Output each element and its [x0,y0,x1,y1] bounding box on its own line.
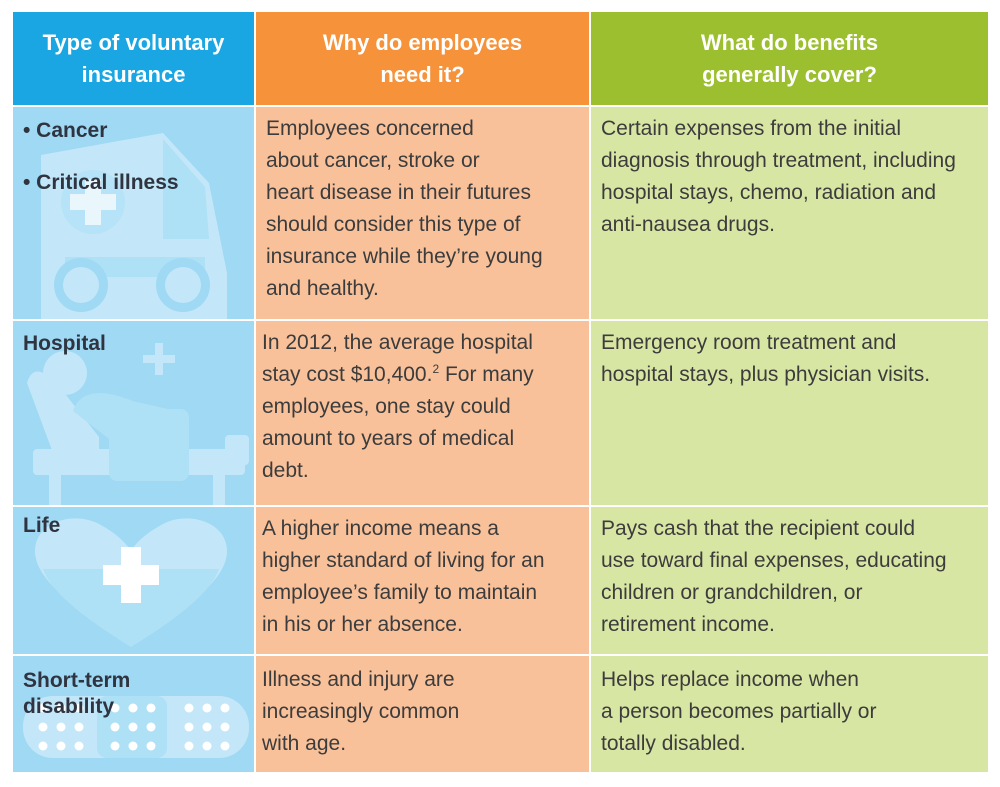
bandage-dot [202,722,212,732]
heart-cross-icon [35,518,227,647]
bandage-icon [23,696,249,758]
row-cancer-cover: Certain expenses from the initial diagno… [591,107,988,319]
header-type: Type of voluntary insurance [13,12,254,105]
header-cover: What do benefits generally cover? [591,12,988,105]
cover-text: Pays cash that the recipient could use t… [601,517,947,636]
row-life-cover: Pays cash that the recipient could use t… [591,507,988,654]
why-text: Employees concerned about cancer, stroke… [266,117,543,300]
cover-text: Certain expenses from the initial diagno… [601,117,956,236]
why-text-part-2: For many employees, one stay could amoun… [262,363,534,482]
insurance-table: Type of voluntary insurance Why do emplo… [13,12,988,772]
row-cancer-type: • Cancer • Critical illness [13,107,254,319]
row-hospital-cover: Emergency room treatment and hospital st… [591,321,988,505]
row-disability-cover: Helps replace income when a person becom… [591,656,988,772]
why-text: In 2012, the average hospital stay cost … [262,327,585,487]
row-disability-why: Illness and injury are increasingly comm… [256,656,589,772]
bandage-dot [56,703,66,713]
bandage-dot [74,703,84,713]
bandage-dot [110,741,120,751]
bandage-dot [38,722,48,732]
bandage-dot [38,703,48,713]
footnote-ref: 2 [432,362,440,376]
bandage-dot [146,722,156,732]
row-life-why: A higher income means a higher standard … [256,507,589,654]
bandage-dot [38,741,48,751]
bandage-dot [184,703,194,713]
bandage-dot [146,703,156,713]
ambulance-icon [41,133,227,319]
header-type-label: Type of voluntary insurance [42,29,225,87]
row-cancer-why: Employees concerned about cancer, stroke… [256,107,589,319]
bandage-dot [202,703,212,713]
why-text-part-1: In 2012, the average hospital stay cost … [262,331,533,386]
row-disability-type: Short-term disability [13,656,254,772]
header-why: Why do employees need it? [256,12,589,105]
bandage-dot [74,722,84,732]
header-cover-label: What do benefits generally cover? [700,29,879,87]
type-label-life: Life [23,514,61,537]
row-life-type: Life [13,507,254,654]
bandage-dot [128,741,138,751]
why-text: A higher income means a higher standard … [262,517,545,636]
why-text: Illness and injury are increasingly comm… [262,668,460,755]
cover-text: Helps replace income when a person becom… [601,668,877,755]
type-bullets: • Cancer • Critical illness [23,118,179,222]
bandage-dot [202,741,212,751]
bandage-dot [110,722,120,732]
header-why-label: Why do employees need it? [322,29,523,87]
bullet-cancer: • Cancer [23,119,108,142]
bandage-dot [74,741,84,751]
bandage-dot [110,703,120,713]
row-hospital-why: In 2012, the average hospital stay cost … [256,321,589,505]
bandage-dot [184,722,194,732]
row-hospital-type: Hospital [13,321,254,505]
bullet-critical-illness: • Critical illness [23,171,179,194]
bandage-dot [128,703,138,713]
bandage-dot [56,741,66,751]
type-label-disability: Short-term disability [23,669,131,718]
cover-text: Emergency room treatment and hospital st… [601,331,931,386]
type-label-hospital: Hospital [23,332,106,355]
bandage-dot [146,741,156,751]
bandage-dot [220,722,230,732]
hospital-bed-icon [27,343,249,505]
bandage-dot [220,741,230,751]
bandage-dot [220,703,230,713]
bandage-dot [128,722,138,732]
bandage-dot [184,741,194,751]
bandage-dot [56,722,66,732]
